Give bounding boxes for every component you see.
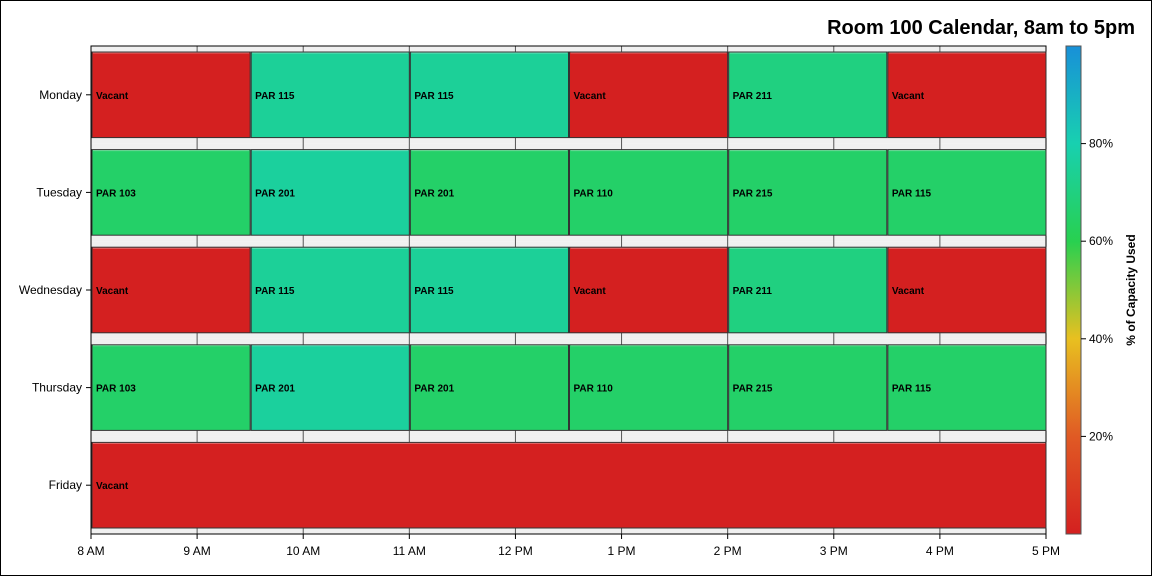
colorbar-tick-label: 20% bbox=[1089, 429, 1113, 443]
bar-label: PAR 110 bbox=[574, 188, 614, 199]
bar-label: Vacant bbox=[96, 481, 129, 492]
schedule-bar[interactable] bbox=[250, 51, 410, 139]
schedule-bar[interactable] bbox=[728, 149, 888, 236]
bar-label: PAR 110 bbox=[574, 384, 614, 395]
bar-label: PAR 115 bbox=[892, 188, 932, 199]
x-tick-label: 11 AM bbox=[393, 544, 426, 558]
schedule-bar[interactable] bbox=[728, 51, 888, 139]
bar-label: PAR 215 bbox=[733, 384, 773, 395]
schedule-bar[interactable] bbox=[250, 344, 410, 431]
schedule-bar[interactable] bbox=[569, 149, 729, 236]
bar-label: Vacant bbox=[892, 286, 925, 297]
bar-label: PAR 215 bbox=[733, 188, 773, 199]
y-tick-label: Friday bbox=[49, 478, 82, 492]
bar-label: Vacant bbox=[96, 91, 129, 102]
bar-label: PAR 211 bbox=[733, 91, 773, 102]
schedule-bar[interactable] bbox=[569, 51, 729, 139]
schedule-bar[interactable] bbox=[409, 344, 570, 431]
plot-area: Vacant PAR 115 PAR 115 Vacant PAR 211 Vacant P… bbox=[19, 45, 1060, 558]
schedule-bar[interactable] bbox=[887, 246, 1047, 334]
x-tick-label: 1 PM bbox=[608, 544, 636, 558]
schedule-bar[interactable] bbox=[91, 441, 1047, 529]
chart-title: Room 100 Calendar, 8am to 5pm bbox=[827, 17, 1135, 39]
bar-label: Vacant bbox=[892, 91, 925, 102]
schedule-bar[interactable] bbox=[409, 246, 570, 334]
bar-label: Vacant bbox=[574, 91, 607, 102]
schedule-bar[interactable] bbox=[728, 344, 888, 431]
bar-label: PAR 201 bbox=[255, 384, 295, 395]
x-tick-label: 9 AM bbox=[183, 544, 210, 558]
x-tick-label: 8 AM bbox=[77, 544, 104, 558]
colorbar-tick-label: 60% bbox=[1089, 234, 1113, 248]
schedule-bar[interactable] bbox=[728, 246, 888, 334]
schedule-bar[interactable] bbox=[887, 149, 1047, 236]
bar-label: PAR 201 bbox=[255, 188, 295, 199]
x-tick-label: 12 PM bbox=[498, 544, 533, 558]
y-tick-label: Tuesday bbox=[36, 185, 82, 199]
x-tick-label: 3 PM bbox=[820, 544, 848, 558]
y-tick-label: Thursday bbox=[32, 381, 82, 395]
schedule-bar[interactable] bbox=[409, 51, 570, 139]
schedule-bar[interactable] bbox=[250, 149, 410, 236]
colorbar-gradient bbox=[1065, 45, 1082, 535]
schedule-bar[interactable] bbox=[569, 344, 729, 431]
bar-label: PAR 211 bbox=[733, 286, 773, 297]
colorbar-title: % of Capacity Used bbox=[1124, 234, 1138, 345]
bar-label: PAR 115 bbox=[255, 91, 295, 102]
schedule-bar[interactable] bbox=[91, 51, 251, 139]
schedule-bar[interactable] bbox=[91, 149, 251, 236]
colorbar-tick-label: 80% bbox=[1089, 137, 1113, 151]
schedule-bar[interactable] bbox=[409, 149, 570, 236]
schedule-bar[interactable] bbox=[91, 246, 251, 334]
bar-label: Vacant bbox=[96, 286, 129, 297]
y-tick-label: Wednesday bbox=[19, 283, 82, 297]
schedule-bar[interactable] bbox=[887, 51, 1047, 139]
schedule-bar[interactable] bbox=[887, 344, 1047, 431]
schedule-bar[interactable] bbox=[91, 344, 251, 431]
schedule-bar[interactable] bbox=[569, 246, 729, 334]
x-tick-label: 2 PM bbox=[714, 544, 742, 558]
x-tick-label: 5 PM bbox=[1032, 544, 1060, 558]
bar-label: PAR 201 bbox=[414, 384, 454, 395]
bar-label: PAR 115 bbox=[414, 286, 454, 297]
x-tick-label: 4 PM bbox=[926, 544, 954, 558]
x-tick-label: 10 AM bbox=[286, 544, 320, 558]
y-tick-label: Monday bbox=[39, 88, 82, 102]
schedule-bar[interactable] bbox=[250, 246, 410, 334]
bar-label: PAR 115 bbox=[255, 286, 295, 297]
colorbar: 20% 40% 60% 80% % of Capacity Used bbox=[1065, 45, 1138, 535]
bar-label: PAR 201 bbox=[414, 188, 454, 199]
bar-label: PAR 115 bbox=[892, 384, 932, 395]
bar-label: PAR 115 bbox=[414, 91, 454, 102]
bar-label: PAR 103 bbox=[96, 384, 136, 395]
colorbar-tick-label: 40% bbox=[1089, 332, 1113, 346]
bar-label: PAR 103 bbox=[96, 188, 136, 199]
bar-label: Vacant bbox=[574, 286, 607, 297]
